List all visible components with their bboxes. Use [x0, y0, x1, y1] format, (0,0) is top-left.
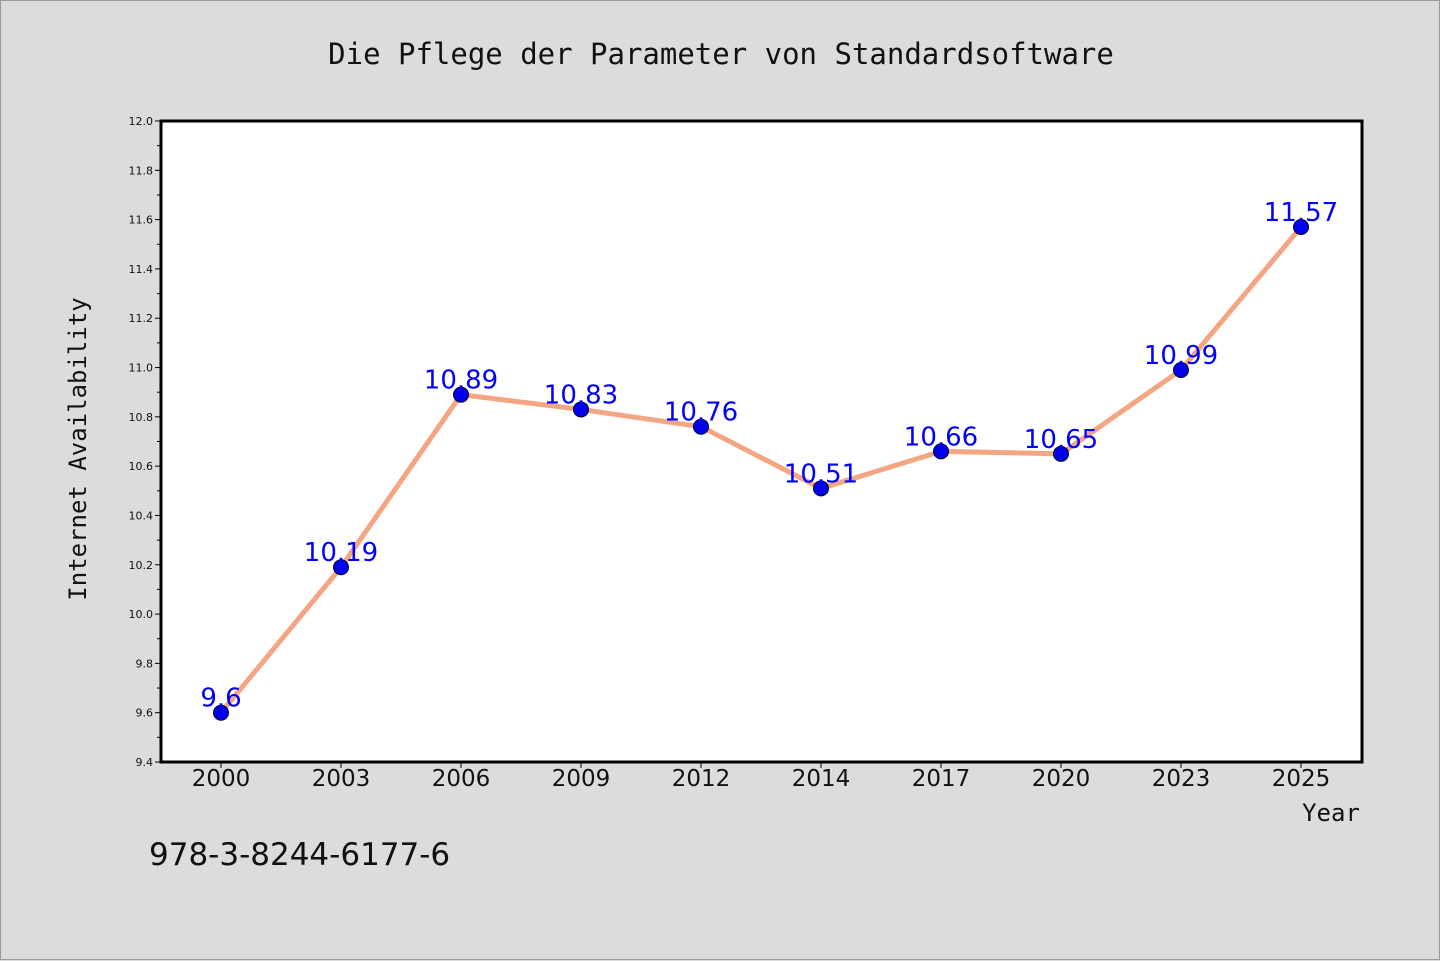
- data-point: [693, 418, 709, 435]
- y-tick-label: 12.0: [129, 115, 154, 128]
- y-tick-label: 9.4: [136, 756, 154, 769]
- isbn-footer: 978-3-8244-6177-6: [149, 837, 450, 873]
- data-point: [1173, 362, 1189, 379]
- data-point: [813, 480, 829, 497]
- data-label: 10.65: [1024, 425, 1098, 455]
- y-tick-label: 10.2: [129, 559, 154, 572]
- data-point: [333, 559, 349, 576]
- y-tick-label: 10.8: [129, 411, 154, 424]
- data-point: [573, 401, 589, 418]
- data-label: 10.51: [784, 459, 858, 489]
- data-point: [1293, 219, 1309, 236]
- data-label: 10.66: [904, 422, 978, 452]
- x-tick-label: 2012: [672, 766, 731, 792]
- y-axis: 9.4 9.6 9.8 10.0 10.2 10.4 10.6 10.8 11.0 11.2 11.…: [129, 115, 161, 769]
- x-axis: 2000 2003 2006 2009 2012 2014 2017 2020 2023 2025: [192, 762, 1331, 792]
- data-label: 10.76: [664, 398, 738, 428]
- data-point: [933, 443, 949, 460]
- x-tick-label: 2020: [1032, 766, 1091, 792]
- y-tick-label: 10.0: [129, 608, 154, 621]
- data-label: 9.6: [200, 684, 241, 714]
- data-label: 10.19: [304, 538, 378, 568]
- x-axis-label: Year: [1302, 799, 1360, 827]
- data-point: [213, 704, 229, 721]
- data-label: 10.83: [544, 380, 618, 410]
- x-tick-label: 2003: [312, 766, 371, 792]
- y-tick-label: 10.6: [129, 460, 154, 473]
- x-tick-label: 2014: [792, 766, 851, 792]
- x-tick-label: 2009: [552, 766, 611, 792]
- x-tick-label: 2000: [192, 766, 251, 792]
- x-tick-label: 2017: [912, 766, 971, 792]
- data-labels: 9.6 10.19 10.89 10.83 10.76 10.51 10.66 10.65 10…: [200, 198, 1338, 714]
- series-line: [218, 224, 1304, 716]
- y-tick-label: 9.8: [136, 657, 154, 670]
- y-axis-label: Internet Availability: [64, 297, 92, 600]
- y-tick-label: 11.6: [129, 214, 154, 227]
- y-tick-label: 9.6: [136, 707, 154, 720]
- y-tick-label: 11.4: [129, 263, 154, 276]
- data-point: [1053, 445, 1069, 462]
- data-point: [453, 386, 469, 403]
- data-label: 10.89: [424, 366, 498, 396]
- x-tick-label: 2023: [1152, 766, 1211, 792]
- y-tick-label: 11.0: [129, 362, 154, 375]
- x-tick-label: 2006: [432, 766, 491, 792]
- data-label: 10.99: [1144, 341, 1218, 371]
- chart-title: Die Pflege der Parameter von Standardsof…: [328, 37, 1114, 71]
- data-label: 11.57: [1264, 198, 1338, 228]
- data-series: [213, 219, 1309, 721]
- y-tick-label: 11.8: [129, 164, 154, 177]
- y-tick-label: 10.4: [129, 509, 154, 522]
- y-tick-label: 11.2: [129, 312, 154, 325]
- x-tick-label: 2025: [1272, 766, 1331, 792]
- plot-area: [159, 119, 1364, 764]
